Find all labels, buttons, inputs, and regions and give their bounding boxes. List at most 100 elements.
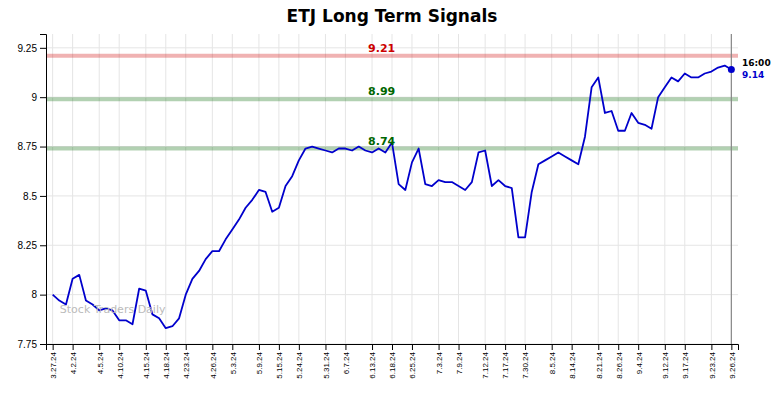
grid-line bbox=[258, 34, 259, 344]
tick-label: 8.26.24 bbox=[615, 351, 624, 378]
tick-label: 8.21.24 bbox=[595, 351, 604, 378]
tick: 5.9.24 bbox=[255, 344, 264, 374]
tick-label: 8.5.24 bbox=[548, 351, 557, 374]
tick-mark bbox=[40, 97, 46, 98]
tick-mark bbox=[525, 344, 526, 350]
grid-line bbox=[684, 34, 685, 344]
tick-mark bbox=[572, 344, 573, 350]
tick: 9.23.24 bbox=[708, 344, 717, 379]
grid-line bbox=[165, 34, 166, 344]
tick-label: 7.17.24 bbox=[501, 351, 510, 378]
tick-label: 4.10.24 bbox=[115, 351, 124, 378]
grid-line bbox=[99, 34, 100, 344]
tick: 8.5.24 bbox=[548, 344, 557, 374]
grid-line bbox=[72, 34, 73, 344]
tick-mark bbox=[259, 344, 260, 350]
tick: 8.14.24 bbox=[568, 344, 577, 379]
tick-label: 9.12.24 bbox=[661, 351, 670, 378]
x-axis: 3.27.24 4.2.24 4.5.24 4.10.24 4.15.24 4.18.24… bbox=[47, 344, 739, 379]
tick: 4.23.24 bbox=[182, 344, 191, 379]
tick-label: 8.5 bbox=[23, 191, 37, 202]
tick-mark bbox=[325, 344, 326, 350]
tick: 6.25.24 bbox=[408, 344, 417, 379]
grid-line bbox=[278, 34, 279, 344]
tick-mark bbox=[459, 344, 460, 350]
tick-mark bbox=[685, 344, 686, 350]
title: ETJ Long Term Signals bbox=[287, 6, 498, 26]
tick-label: 9.4.24 bbox=[634, 351, 643, 374]
tick: 4.5.24 bbox=[96, 344, 105, 374]
grid-line bbox=[485, 34, 486, 344]
grid-line bbox=[52, 34, 53, 344]
tick: 8.25 bbox=[18, 240, 46, 251]
tick-mark bbox=[212, 344, 213, 350]
tick-mark bbox=[392, 344, 393, 350]
tick-label: 9.17.24 bbox=[681, 351, 690, 378]
grid-line bbox=[438, 34, 439, 344]
tick-mark bbox=[40, 245, 46, 246]
tick-mark bbox=[665, 344, 666, 350]
tick: 4.18.24 bbox=[162, 344, 171, 379]
tick-label: 9.25 bbox=[18, 43, 38, 54]
tick-mark bbox=[146, 344, 147, 350]
tick-mark bbox=[412, 344, 413, 350]
grid-line bbox=[212, 34, 213, 344]
tick-label: 6.7.24 bbox=[342, 351, 351, 374]
tick-mark bbox=[299, 344, 300, 350]
tick-label: 9.23.24 bbox=[708, 351, 717, 378]
tick: 7.75 bbox=[18, 339, 46, 350]
last-point-line bbox=[731, 34, 732, 344]
tick-mark bbox=[439, 344, 440, 350]
tick-label: 5.3.24 bbox=[229, 351, 238, 374]
tick-label: 5.31.24 bbox=[322, 351, 331, 378]
tick-mark bbox=[53, 344, 54, 350]
grid-line bbox=[571, 34, 572, 344]
axis-line bbox=[40, 35, 47, 345]
tick: 9.4.24 bbox=[634, 344, 643, 374]
grid-line bbox=[618, 34, 619, 344]
price-line bbox=[53, 66, 732, 329]
tick-label: 7.30.24 bbox=[521, 351, 530, 378]
y-axis: 7.75 8 8.25 8.5 8.75 9 9.25 bbox=[18, 35, 47, 350]
tick-label: 8 bbox=[31, 289, 37, 300]
tick-label: 6.13.24 bbox=[368, 351, 377, 378]
tick-mark bbox=[345, 344, 346, 350]
tick: 8.5 bbox=[23, 191, 46, 202]
tick-label: 3.27.24 bbox=[49, 351, 58, 378]
grid-line bbox=[298, 34, 299, 344]
tick-label: 7.75 bbox=[18, 339, 38, 350]
tick-mark bbox=[40, 295, 46, 296]
tick: 9.26.24 bbox=[728, 344, 737, 379]
grid-line bbox=[232, 34, 233, 344]
tick-mark bbox=[119, 344, 120, 350]
tick: 7.30.24 bbox=[521, 344, 530, 379]
grid-line bbox=[372, 34, 373, 344]
tick-label: 9.26.24 bbox=[728, 351, 737, 378]
grid-line bbox=[731, 34, 732, 344]
tick: 7.3.24 bbox=[435, 344, 444, 374]
tick: 4.15.24 bbox=[142, 344, 151, 379]
grid-line bbox=[345, 34, 346, 344]
tick-mark bbox=[618, 344, 619, 350]
reference-label: 9.21 bbox=[368, 42, 395, 55]
tick-mark bbox=[552, 344, 553, 350]
tick-label: 5.15.24 bbox=[275, 351, 284, 378]
grid-line bbox=[551, 34, 552, 344]
tick-mark bbox=[73, 344, 74, 350]
last-time-label: 16:00 bbox=[742, 58, 771, 68]
tick: 4.2.24 bbox=[69, 344, 78, 374]
tick: 8.26.24 bbox=[615, 344, 624, 379]
tick-label: 6.25.24 bbox=[408, 351, 417, 378]
tick-mark bbox=[598, 344, 599, 350]
tick-mark bbox=[638, 344, 639, 350]
tick: 4.10.24 bbox=[115, 344, 124, 379]
tick-label: 4.5.24 bbox=[96, 351, 105, 374]
tick: 7.12.24 bbox=[481, 344, 490, 379]
tick: 8.75 bbox=[18, 141, 46, 152]
tick-mark bbox=[505, 344, 506, 350]
tick-label: 9 bbox=[31, 92, 37, 103]
tick: 7.17.24 bbox=[501, 344, 510, 379]
annotations: 9.218.998.7416:009.14Stock Traders Daily bbox=[60, 42, 771, 316]
tick: 9.12.24 bbox=[661, 344, 670, 379]
tick-mark bbox=[232, 344, 233, 350]
